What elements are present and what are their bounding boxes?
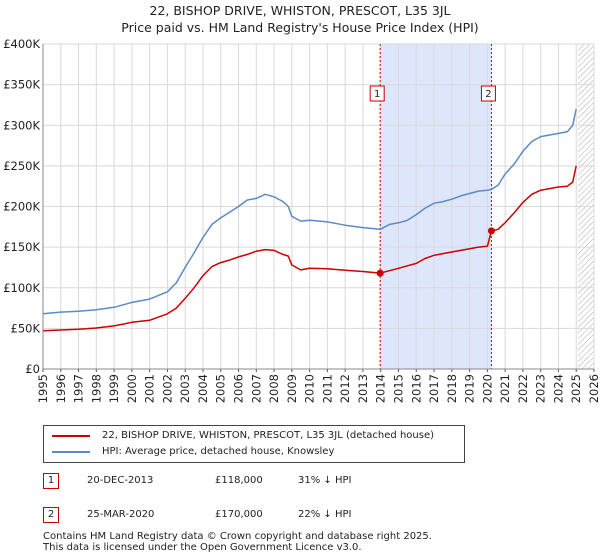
transaction-badge: 1 <box>43 473 59 489</box>
x-tick-label: 2004 <box>196 374 210 403</box>
y-tick-label: £0 <box>25 362 40 376</box>
x-tick-label: 2024 <box>551 374 565 403</box>
x-tick-label: 1997 <box>72 374 86 403</box>
footer-line-1: Contains HM Land Registry data © Crown c… <box>43 531 432 542</box>
y-tick-label: £150K <box>3 240 40 254</box>
y-tick-label: £400K <box>3 37 40 51</box>
y-tick-label: £350K <box>3 78 40 92</box>
x-tick-label: 2011 <box>320 374 334 403</box>
transaction-row: 1 20-DEC-2013 £118,000 31% ↓ HPI <box>43 472 463 490</box>
chart-legend: 22, BISHOP DRIVE, WHISTON, PRESCOT, L35 … <box>43 425 465 463</box>
transaction-price: £170,000 <box>215 509 263 520</box>
x-tick-label: 2026 <box>587 374 600 403</box>
x-tick-label: 2003 <box>178 374 192 403</box>
sale-2-point <box>487 227 495 235</box>
x-tick-label: 1999 <box>107 374 121 403</box>
sale-1-label: 1 <box>374 89 380 100</box>
chart-title-line-1: 22, BISHOP DRIVE, WHISTON, PRESCOT, L35 … <box>149 3 451 18</box>
x-tick-label: 2013 <box>356 374 370 403</box>
x-tick-label: 1996 <box>54 374 68 403</box>
x-tick-label: 1995 <box>36 374 50 403</box>
sale-2-label: 2 <box>485 89 491 100</box>
footer-line-2: This data is licensed under the Open Gov… <box>43 542 362 553</box>
transaction-price: £118,000 <box>215 475 263 486</box>
legend-label-hpi: HPI: Average price, detached house, Know… <box>102 446 335 457</box>
x-tick-label: 2000 <box>125 374 139 403</box>
y-tick-label: £250K <box>3 159 40 173</box>
legend-swatch-property <box>52 435 90 437</box>
x-tick-label: 2009 <box>285 374 299 403</box>
legend-swatch-hpi <box>52 451 90 453</box>
transaction-row: 2 25-MAR-2020 £170,000 22% ↓ HPI <box>43 506 463 524</box>
x-tick-label: 2021 <box>498 374 512 403</box>
x-tick-label: 2023 <box>534 374 548 403</box>
transaction-hpi-diff: 31% ↓ HPI <box>298 475 352 486</box>
x-tick-label: 2019 <box>463 374 477 403</box>
x-tick-label: 1998 <box>89 374 103 403</box>
price-chart: 1 2 £0 £50K £100K £150K £200K £250K £300K £350K £… <box>3 37 600 403</box>
sale-1-label-box <box>369 85 385 102</box>
transaction-hpi-diff: 22% ↓ HPI <box>298 509 352 520</box>
x-tick-label: 2016 <box>409 374 423 403</box>
hpi-line <box>42 108 577 315</box>
x-tick-label: 2001 <box>143 374 157 403</box>
x-tick-label: 2007 <box>249 374 263 403</box>
x-tick-label: 2002 <box>160 374 174 403</box>
x-tick-label: 2022 <box>516 374 530 403</box>
x-tick-label: 2015 <box>391 374 405 403</box>
x-tick-label: 2010 <box>303 374 317 403</box>
property-price-line <box>42 165 577 332</box>
transaction-date: 20-DEC-2013 <box>87 475 154 486</box>
transaction-date: 25-MAR-2020 <box>87 509 155 520</box>
x-tick-label: 2018 <box>445 374 459 403</box>
y-tick-label: £100K <box>3 281 40 295</box>
x-tick-label: 2006 <box>232 374 246 403</box>
transaction-badge: 2 <box>43 507 59 523</box>
x-tick-label: 2017 <box>427 374 441 403</box>
x-tick-label: 2025 <box>569 374 583 403</box>
x-tick-label: 2005 <box>214 374 228 403</box>
x-tick-label: 2012 <box>338 374 352 403</box>
y-tick-label: £300K <box>3 118 40 132</box>
sale-1-point <box>376 269 384 277</box>
x-tick-label: 2020 <box>480 374 494 403</box>
y-tick-label: £50K <box>11 321 41 335</box>
x-tick-label: 2008 <box>267 374 281 403</box>
sale-2-label-box <box>480 85 496 102</box>
chart-title-line-2: Price paid vs. HM Land Registry's House … <box>121 20 479 35</box>
x-tick-label: 2014 <box>374 374 388 403</box>
footer: Contains HM Land Registry data © Crown c… <box>43 531 432 553</box>
legend-label-property: 22, BISHOP DRIVE, WHISTON, PRESCOT, L35 … <box>102 430 434 441</box>
y-tick-label: £200K <box>3 200 40 214</box>
